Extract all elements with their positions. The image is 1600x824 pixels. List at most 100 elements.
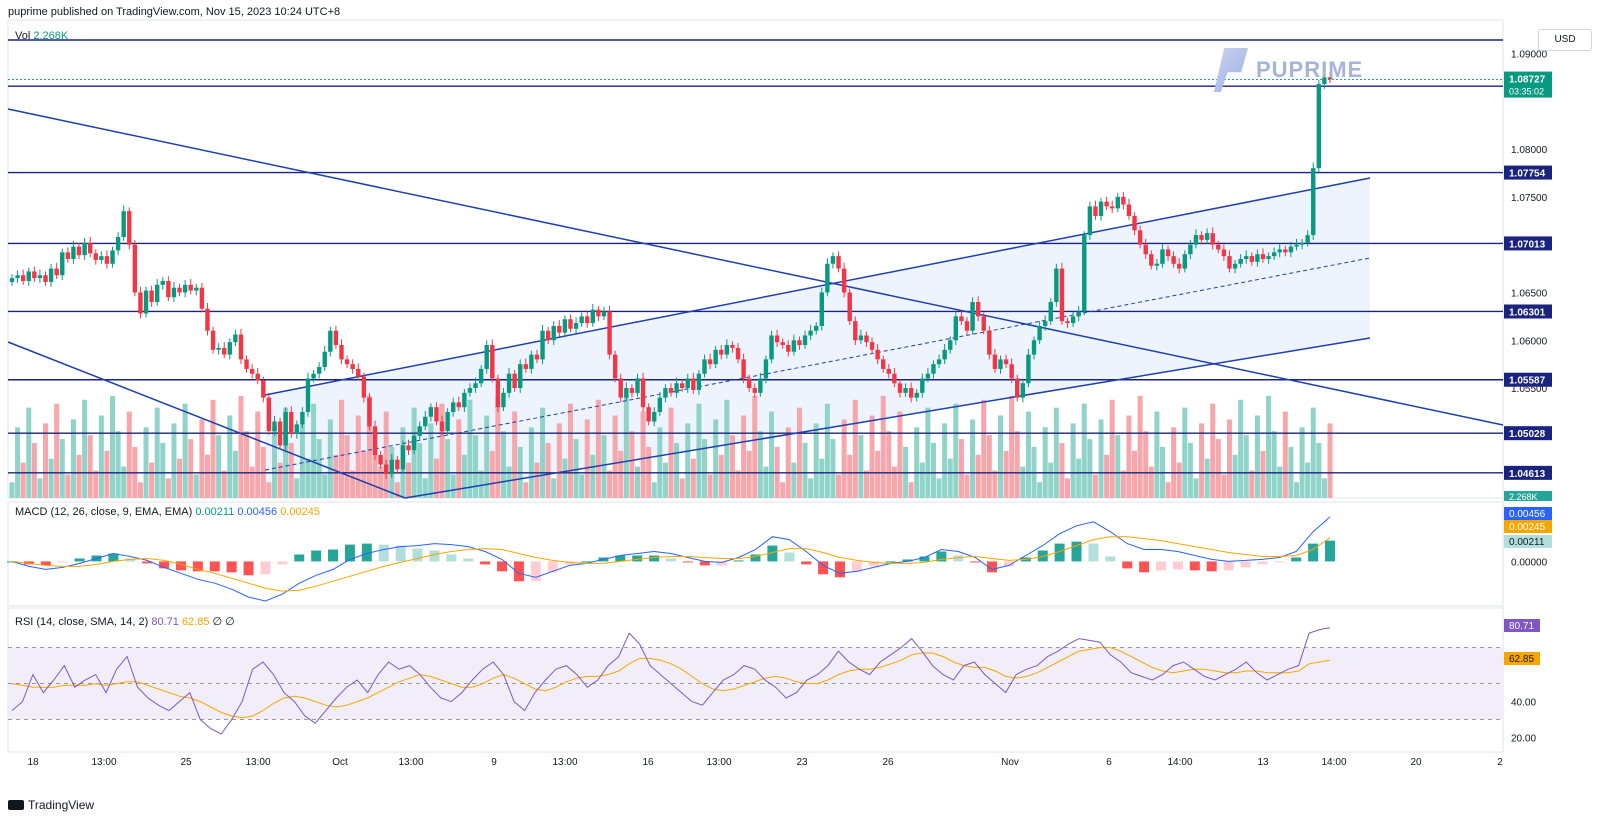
candle-body — [1160, 249, 1165, 264]
candle-body — [233, 334, 238, 343]
volume-bar — [824, 403, 830, 498]
candle-body — [691, 378, 696, 390]
candle-body — [1210, 233, 1215, 245]
volume-bar — [182, 403, 188, 498]
volume-bar — [1165, 482, 1171, 498]
volume-bar — [305, 458, 311, 498]
volume-bar — [595, 399, 601, 498]
volume-bar — [232, 450, 238, 498]
volume-bar — [445, 439, 451, 498]
level-price-label: 1.04613 — [1509, 469, 1546, 480]
price-tick-label: 1.08000 — [1511, 145, 1548, 156]
macd-histogram-bar — [1054, 543, 1065, 562]
candle-body — [652, 411, 657, 422]
candle-body — [853, 321, 858, 341]
candle-body — [992, 354, 998, 369]
volume-badge-label: 2.268K — [1509, 492, 1538, 502]
candle-body — [529, 354, 534, 369]
macd-histogram-bar — [328, 549, 339, 562]
candle-body — [87, 242, 93, 254]
volume-bar — [741, 415, 747, 498]
volume-bar — [724, 399, 730, 498]
candle-body — [305, 378, 311, 412]
candle-body — [372, 426, 378, 455]
candle-body — [752, 388, 757, 393]
candle-body — [1299, 242, 1305, 245]
macd-histogram-bar — [1223, 561, 1234, 571]
volume-bar — [165, 478, 171, 498]
macd-histogram-bar — [1291, 557, 1302, 562]
volume-bar — [417, 443, 423, 498]
volume-bar — [634, 466, 640, 498]
volume-bar — [651, 482, 657, 498]
macd-histogram-bar — [311, 550, 322, 562]
volume-bar — [763, 466, 769, 498]
volume-bar — [1048, 462, 1054, 498]
volume-bar — [1059, 443, 1065, 498]
candle-body — [1249, 256, 1255, 262]
rsi-legend[interactable]: RSI (14, close, SMA, 14, 2) 80.71 62.85 … — [15, 615, 235, 628]
macd-histogram-bar — [682, 561, 693, 563]
footer-brand[interactable]: TradingView — [8, 798, 94, 812]
level-price-label: 1.07754 — [1509, 169, 1546, 180]
candle-body — [328, 330, 333, 352]
volume-value: 2.268K — [33, 30, 69, 42]
macd-histogram-bar — [953, 555, 964, 562]
macd-histogram-bar — [1308, 543, 1319, 562]
macd-histogram-bar — [395, 545, 406, 562]
rsi-ma-line — [11, 647, 1331, 719]
candle-body — [1244, 256, 1249, 259]
volume-bar — [188, 439, 194, 498]
macd-histogram-bar — [480, 561, 491, 565]
candle-body — [640, 378, 646, 408]
volume-bar — [361, 450, 367, 498]
macd-histogram-bar — [1257, 561, 1268, 565]
macd-legend[interactable]: MACD (12, 26, close, 9, EMA, EMA) 0.0021… — [15, 506, 320, 518]
volume-bar — [746, 450, 752, 498]
volume-bar — [26, 407, 32, 498]
candle-body — [417, 426, 422, 436]
volume-bar — [473, 435, 479, 498]
volume-bar — [366, 395, 372, 498]
volume-bar — [316, 439, 322, 498]
candle-body — [713, 349, 718, 365]
candle-body — [1143, 244, 1148, 255]
volume-bar — [1081, 403, 1087, 498]
volume-legend[interactable]: Vol 2.268K — [15, 30, 68, 42]
volume-bar — [1115, 435, 1121, 498]
rsi-value: 80.71 — [151, 616, 179, 628]
volume-bar — [1053, 407, 1059, 498]
level-price-badge — [1504, 304, 1552, 319]
macd-histogram-bar — [564, 561, 575, 565]
candle-body — [1216, 244, 1221, 250]
candle-body — [959, 316, 964, 322]
volume-bar — [93, 470, 99, 498]
candle-body — [836, 256, 841, 269]
candle-body — [1020, 383, 1026, 398]
volume-bar — [43, 423, 49, 498]
level-price-badge — [1504, 465, 1552, 480]
macd-histogram-bar — [513, 561, 524, 582]
candle-body — [127, 211, 132, 245]
volume-bar — [752, 395, 758, 498]
macd-histogram-bar — [716, 561, 727, 566]
volume-bar — [160, 443, 166, 498]
candle-body — [914, 392, 919, 398]
candle-body — [819, 292, 824, 326]
volume-bar — [294, 478, 300, 498]
candle-body — [970, 302, 975, 331]
volume-bar — [1132, 450, 1138, 498]
volume-bar — [1003, 450, 1009, 498]
candle-body — [786, 345, 791, 352]
currency-button[interactable]: USD — [1538, 29, 1592, 51]
level-price-badge — [1504, 165, 1552, 180]
candle-body — [54, 268, 59, 276]
volume-bar — [808, 478, 814, 498]
candle-body — [406, 445, 411, 451]
macd-hist-value: 0.00211 — [195, 506, 235, 518]
volume-bar — [1187, 443, 1193, 498]
candle-body — [383, 464, 389, 475]
candle-body — [188, 284, 193, 291]
